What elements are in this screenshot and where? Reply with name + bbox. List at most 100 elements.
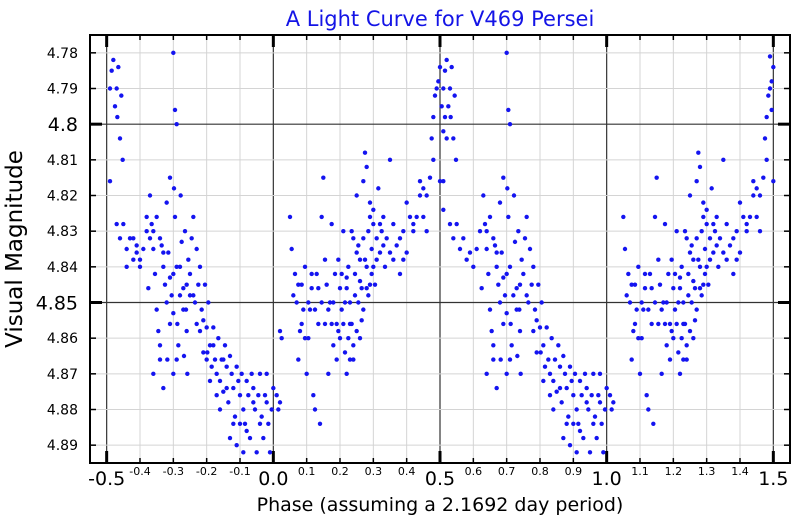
data-point: [337, 335, 343, 341]
data-point: [301, 307, 306, 312]
data-point: [264, 400, 269, 405]
data-point: [453, 157, 459, 163]
data-point: [296, 282, 301, 287]
data-point: [702, 246, 708, 252]
data-point: [319, 300, 324, 305]
data-point: [236, 378, 241, 384]
data-point: [326, 307, 331, 312]
data-point: [552, 357, 558, 362]
data-point: [498, 357, 503, 362]
x-tick-label: -0.1: [229, 465, 250, 478]
data-point: [467, 250, 473, 255]
data-point: [514, 286, 519, 291]
data-point: [461, 236, 466, 241]
data-point: [114, 86, 119, 91]
data-point: [486, 271, 491, 277]
data-point: [549, 335, 554, 341]
data-point: [276, 407, 281, 412]
data-point: [494, 385, 499, 391]
data-point: [341, 228, 346, 234]
data-point: [694, 179, 699, 184]
data-point: [207, 343, 213, 348]
data-point: [342, 300, 348, 305]
data-point: [287, 214, 293, 220]
data-point: [159, 243, 164, 248]
data-point: [676, 300, 681, 305]
data-point: [767, 54, 773, 59]
data-point: [174, 121, 179, 127]
data-point: [629, 357, 634, 362]
data-point: [171, 371, 176, 377]
data-point: [741, 214, 746, 220]
data-point: [531, 328, 536, 334]
data-point: [602, 407, 608, 412]
data-point: [292, 271, 298, 277]
data-point: [216, 335, 221, 341]
data-point: [311, 393, 316, 398]
data-point: [634, 307, 639, 312]
data-point: [622, 246, 628, 252]
data-point: [431, 157, 436, 163]
data-point: [761, 175, 766, 180]
data-point: [744, 228, 749, 234]
data-point: [554, 389, 559, 394]
data-point: [401, 257, 406, 262]
data-point: [199, 307, 204, 312]
data-point: [184, 282, 189, 287]
data-point: [566, 414, 571, 419]
data-point: [144, 228, 149, 234]
data-point: [562, 371, 568, 377]
data-point: [397, 236, 403, 241]
data-point: [569, 378, 574, 384]
data-point: [681, 357, 686, 362]
data-point: [524, 293, 529, 298]
data-point: [694, 236, 699, 241]
data-point: [594, 435, 599, 441]
data-point: [222, 343, 228, 348]
data-point: [221, 389, 226, 394]
data-point: [384, 236, 389, 241]
data-point: [131, 236, 136, 241]
data-point: [306, 300, 311, 305]
data-point: [689, 300, 694, 305]
data-point: [524, 214, 529, 220]
data-point: [494, 250, 499, 255]
data-point: [697, 264, 703, 270]
data-point: [164, 300, 169, 305]
data-point: [347, 357, 353, 362]
data-point: [332, 271, 338, 277]
data-point: [641, 307, 646, 312]
data-point: [696, 257, 701, 262]
data-point: [592, 414, 598, 419]
data-point: [324, 282, 329, 287]
data-point: [701, 200, 706, 205]
data-point: [346, 335, 351, 341]
data-point: [544, 325, 549, 330]
data-point: [751, 193, 756, 198]
data-point: [704, 264, 709, 270]
data-point: [482, 221, 488, 227]
data-point: [721, 250, 726, 255]
data-point: [177, 293, 183, 298]
data-point: [172, 214, 178, 220]
data-point: [124, 246, 129, 252]
data-point: [609, 407, 614, 412]
y-tick-label: 4.85: [36, 293, 78, 315]
x-tick-labels: -0.5 -0.4 -0.3 -0.2 -0.1 0.0 0.1 0.2 0.3 0.4 0.5 0.…: [88, 465, 788, 490]
data-point: [442, 114, 448, 120]
data-point: [642, 286, 648, 291]
data-point: [359, 318, 364, 323]
data-point: [561, 353, 566, 359]
data-point: [444, 136, 449, 141]
data-point: [446, 104, 451, 109]
data-point: [257, 421, 263, 426]
data-point: [411, 228, 416, 234]
data-point: [241, 450, 246, 455]
data-point: [441, 129, 446, 134]
data-point: [197, 264, 203, 270]
data-point: [277, 328, 283, 334]
data-point: [377, 221, 383, 227]
data-point: [157, 236, 163, 241]
data-point: [571, 393, 576, 398]
data-point: [657, 282, 663, 287]
